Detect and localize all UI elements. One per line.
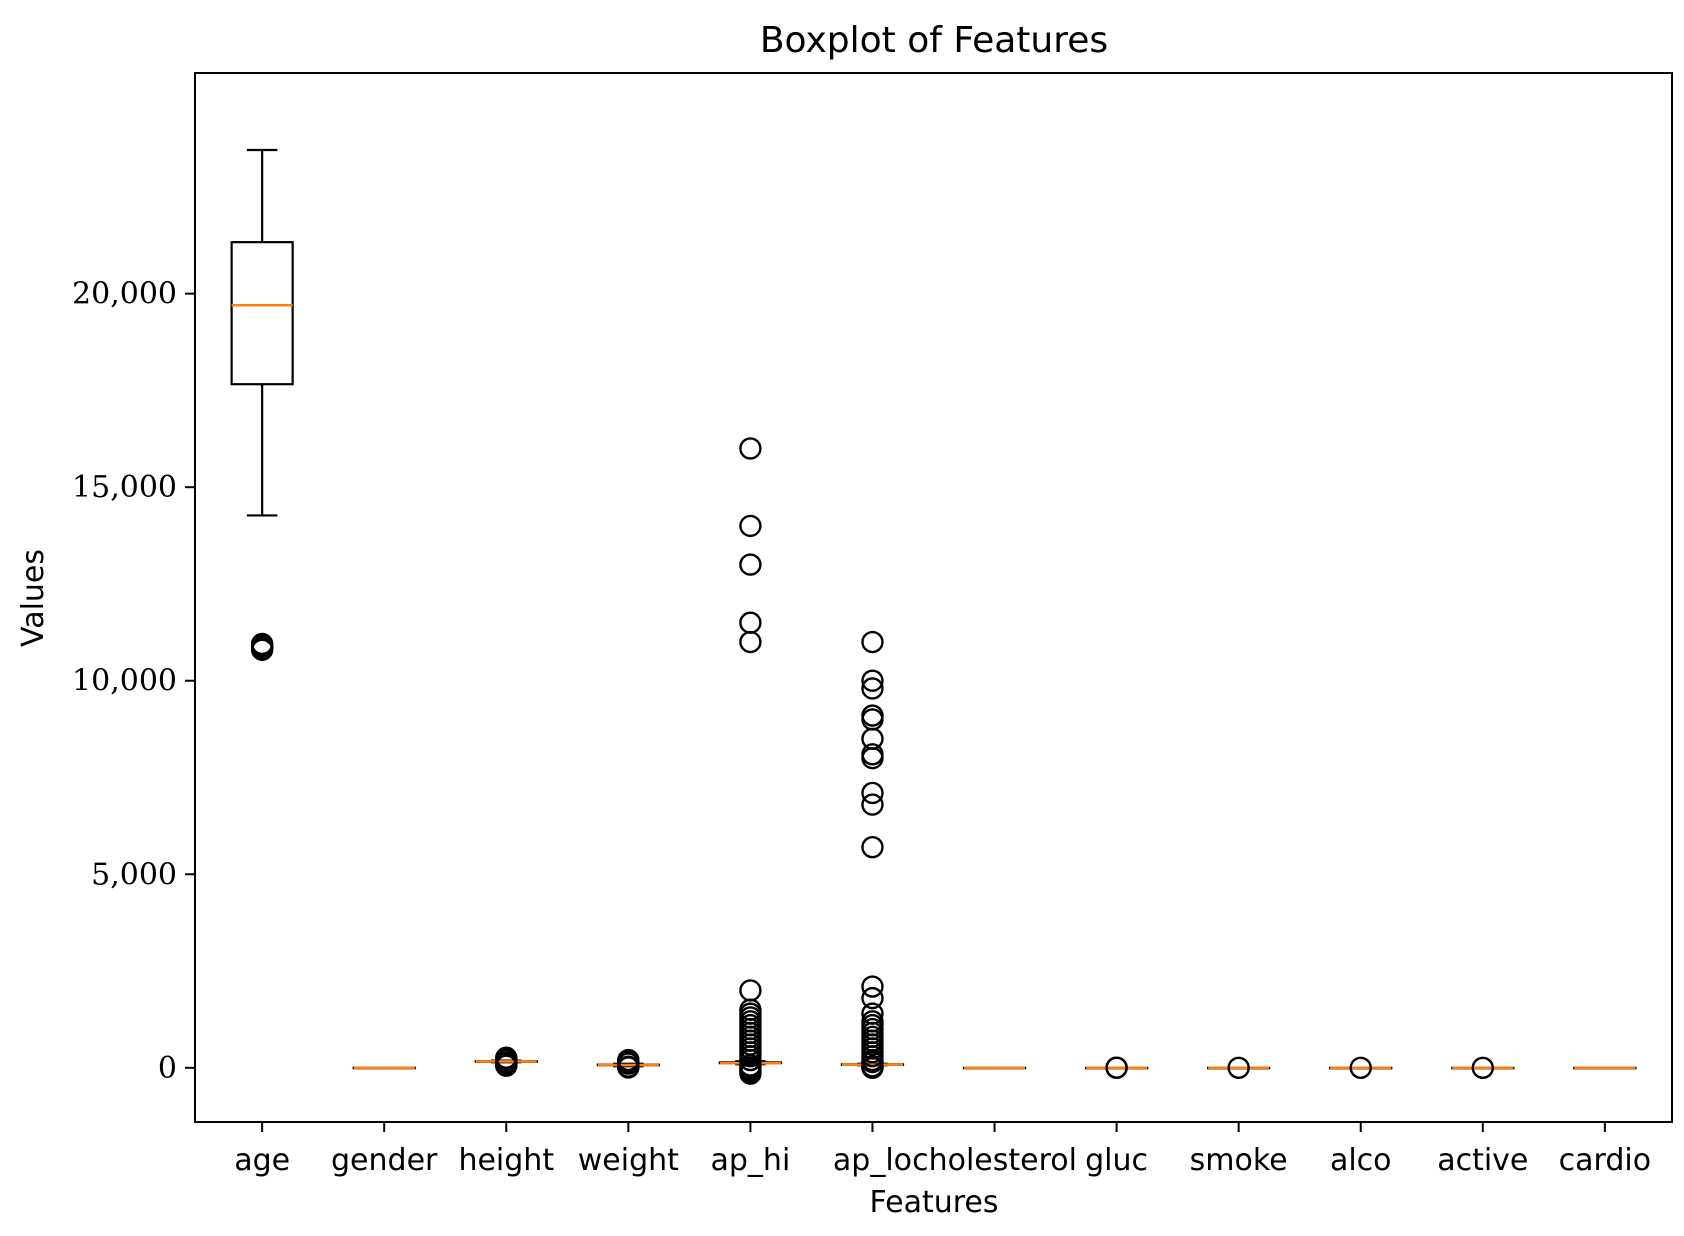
y-tick-label: 10,000: [72, 664, 177, 699]
outlier-point: [861, 704, 884, 727]
y-tick-label: 15,000: [72, 470, 177, 505]
iqr-box: [230, 241, 294, 386]
outlier-point: [739, 553, 762, 576]
y-axis-label: Values: [16, 549, 51, 647]
box-smoke: [1207, 1056, 1271, 1079]
x-tick-label: ap_hi: [711, 1143, 791, 1178]
outlier-point: [861, 975, 884, 998]
outlier-point: [495, 1046, 518, 1069]
boxes-layer: [230, 148, 1637, 1085]
outlier-point: [250, 635, 274, 658]
outlier-point: [739, 630, 762, 654]
x-tick-label: height: [458, 1143, 554, 1178]
outlier-point: [1471, 1056, 1494, 1080]
outlier-point: [861, 1002, 884, 1025]
outlier-point: [861, 727, 884, 750]
x-tick-label: smoke: [1190, 1143, 1288, 1178]
x-axis-label: Features: [870, 1185, 999, 1220]
outlier-point: [861, 630, 884, 654]
plot-frame: [194, 72, 1673, 1123]
x-tick-label: ap_lo: [833, 1143, 912, 1178]
x-tick-label: gender: [331, 1143, 438, 1178]
box-alco: [1329, 1056, 1393, 1079]
box-gluc: [1084, 1056, 1149, 1079]
box-ap_lo: [840, 630, 905, 1080]
outlier-point: [1349, 1056, 1372, 1079]
outlier-point: [861, 1010, 884, 1033]
y-tick-label: 5,000: [91, 857, 177, 892]
chart-title: Boxplot of Features: [760, 20, 1108, 61]
outlier-point: [861, 781, 884, 805]
outlier-point: [861, 677, 884, 700]
outlier-point: [861, 669, 884, 692]
outlier-point: [739, 437, 762, 460]
box-cholesterol: [962, 1066, 1027, 1070]
outlier-point: [861, 986, 884, 1010]
x-axis: age gender height weight ap_hi ap_lo cholester…: [234, 1122, 1651, 1178]
box-cardio: [1573, 1066, 1637, 1070]
box-ap_hi: [718, 437, 783, 1085]
outlier-point: [1105, 1056, 1128, 1079]
box-weight: [596, 1048, 660, 1079]
y-tick-label: 0: [158, 1051, 177, 1086]
x-tick-label: age: [234, 1143, 290, 1178]
box-age: [230, 148, 294, 661]
outlier-point: [617, 1048, 640, 1072]
outlier-point: [739, 514, 762, 538]
x-tick-label: alco: [1330, 1143, 1392, 1178]
y-tick-label: 20,000: [72, 277, 177, 312]
outlier-point: [861, 835, 884, 859]
box-gender: [352, 1066, 416, 1070]
x-tick-label: cardio: [1559, 1143, 1651, 1178]
y-axis: 0 5,000 10,000 15,000 20,000: [72, 277, 195, 1086]
box-active: [1451, 1056, 1515, 1080]
outlier-point: [739, 611, 762, 634]
box-height: [474, 1046, 538, 1077]
x-tick-label: gluc: [1085, 1143, 1148, 1178]
outlier-point: [739, 979, 762, 1002]
x-tick-label: active: [1437, 1143, 1528, 1178]
outlier-point: [861, 743, 884, 766]
x-tick-label: cholesterol: [912, 1143, 1077, 1178]
outlier-point: [1227, 1056, 1250, 1079]
outlier-point: [861, 793, 884, 816]
x-tick-label: weight: [578, 1143, 679, 1178]
